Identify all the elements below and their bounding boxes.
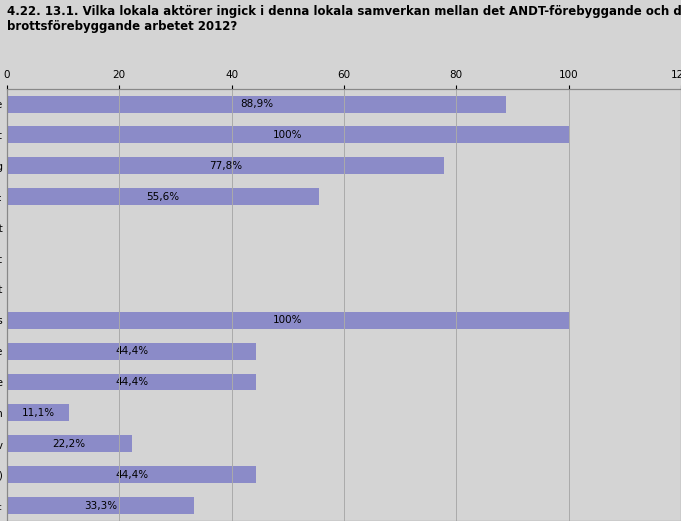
Text: 100%: 100%: [273, 315, 302, 325]
Bar: [7, 497, 194, 514]
Bar: [7, 127, 569, 143]
Text: 44,4%: 44,4%: [115, 377, 148, 387]
Text: 4.22. 13.1. Vilka lokala aktörer ingick i denna lokala samverkan mellan det ANDT: 4.22. 13.1. Vilka lokala aktörer ingick …: [7, 5, 681, 33]
Text: 55,6%: 55,6%: [146, 192, 180, 202]
Bar: [7, 157, 444, 175]
Bar: [7, 466, 256, 483]
Bar: [7, 404, 69, 421]
Bar: [7, 312, 569, 329]
Text: 44,4%: 44,4%: [115, 346, 148, 356]
Text: 100%: 100%: [273, 130, 302, 140]
Bar: [7, 343, 256, 359]
Text: 88,9%: 88,9%: [240, 99, 273, 109]
Bar: [7, 188, 319, 205]
Text: 33,3%: 33,3%: [84, 501, 117, 511]
Text: 11,1%: 11,1%: [21, 408, 54, 418]
Bar: [7, 435, 131, 452]
Text: 44,4%: 44,4%: [115, 469, 148, 480]
Text: 22,2%: 22,2%: [52, 439, 86, 449]
Text: 77,8%: 77,8%: [209, 161, 242, 171]
Bar: [7, 374, 256, 391]
Bar: [7, 95, 506, 113]
